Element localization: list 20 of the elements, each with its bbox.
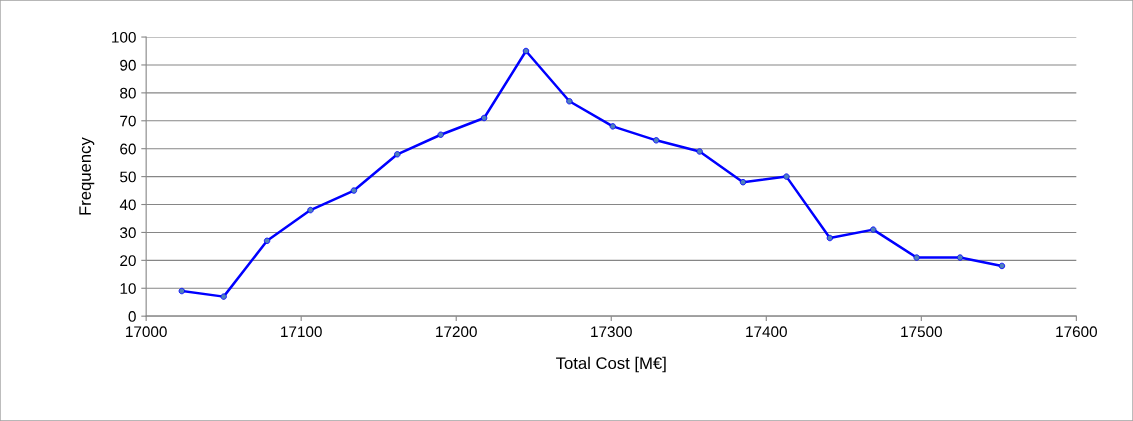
y-tick-label: 90 [120,59,136,71]
y-tick-label: 50 [120,171,136,183]
x-tick-label: 17000 [126,326,167,338]
x-tick-label: 17300 [591,326,632,338]
y-tick-label: 40 [119,199,136,211]
x-tick-label: 17600 [1056,326,1097,338]
x-tick-label: 17500 [901,326,942,338]
y-tick-label: 0 [128,311,136,322]
y-tick-label: 20 [120,255,136,267]
x-tick-label: 17400 [746,326,787,338]
y-tick-label: 10 [120,283,136,294]
y-tick-label: 100 [112,31,136,43]
y-tick-label: 30 [120,227,136,239]
y-tick-label: 70 [120,115,136,127]
x-axis-title: Total Cost [M€] [556,356,666,373]
y-axis-title: Frequency [79,137,95,215]
y-tick-label: 60 [120,143,136,155]
x-tick-label: 17200 [436,326,477,338]
y-tick-label: 80 [120,87,136,99]
x-tick-label: 17100 [281,326,322,338]
